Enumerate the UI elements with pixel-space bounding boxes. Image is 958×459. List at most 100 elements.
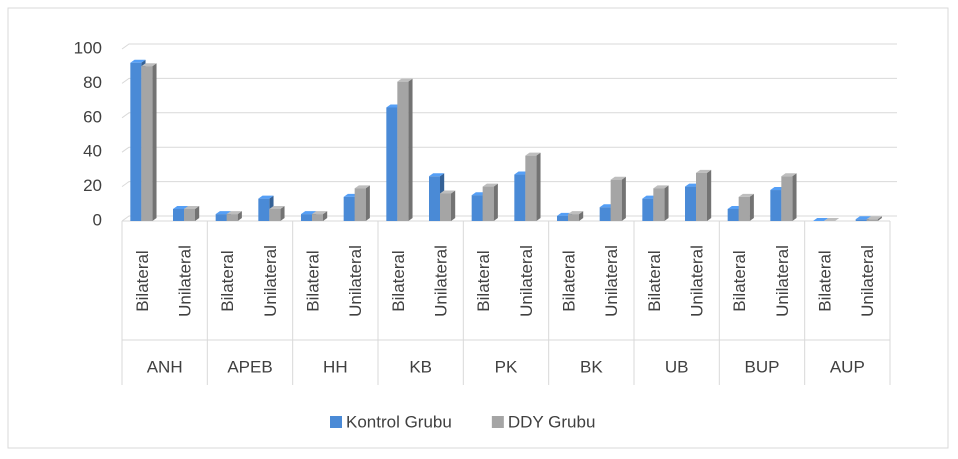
grid-line bbox=[121, 146, 897, 153]
bar-top bbox=[215, 211, 231, 215]
bar-top bbox=[312, 211, 328, 215]
bar bbox=[397, 81, 409, 222]
y-tick-label: 0 bbox=[93, 210, 102, 229]
bar bbox=[855, 219, 867, 221]
bar-top bbox=[429, 173, 445, 177]
bar-top bbox=[866, 216, 882, 220]
x-tick-label: Unilateral bbox=[602, 245, 621, 317]
chart-border bbox=[7, 7, 949, 449]
bar-side bbox=[451, 190, 456, 221]
bar bbox=[258, 198, 270, 221]
bar-top bbox=[141, 63, 157, 67]
bar-top bbox=[653, 185, 669, 189]
bar-side bbox=[792, 173, 797, 221]
bar bbox=[312, 214, 323, 221]
bar-side bbox=[408, 78, 413, 222]
y-tick-label: 60 bbox=[83, 107, 102, 126]
x-tick-label: Unilateral bbox=[431, 245, 450, 317]
bar-top bbox=[130, 59, 146, 63]
x-tick-label: Bilateral bbox=[389, 250, 408, 311]
legend-label: DDY Grubu bbox=[508, 412, 596, 431]
legend-label: Kontrol Grubu bbox=[346, 412, 452, 431]
group-label: APEB bbox=[227, 357, 272, 376]
bar bbox=[696, 172, 707, 221]
bar bbox=[525, 155, 537, 221]
bar-top bbox=[781, 173, 797, 177]
group-label: PK bbox=[495, 357, 518, 376]
bar-side bbox=[365, 185, 370, 221]
bar-top bbox=[568, 211, 584, 215]
legend-swatch bbox=[491, 416, 504, 428]
group-label: KB bbox=[409, 357, 432, 376]
bar bbox=[866, 219, 878, 221]
y-tick-label: 80 bbox=[83, 73, 102, 92]
x-tick-label: Unilateral bbox=[858, 245, 877, 317]
bar bbox=[653, 188, 665, 221]
x-tick-label: Bilateral bbox=[559, 250, 578, 311]
bar bbox=[557, 215, 568, 221]
bar bbox=[599, 207, 611, 221]
bar bbox=[482, 186, 494, 221]
x-tick-label: Bilateral bbox=[303, 250, 322, 311]
bar bbox=[429, 176, 440, 221]
bar-top bbox=[482, 183, 498, 187]
x-tick-label: Bilateral bbox=[815, 250, 834, 311]
bar-top bbox=[301, 211, 317, 215]
grid-line bbox=[121, 112, 897, 119]
bar bbox=[610, 179, 622, 221]
bar bbox=[226, 214, 238, 221]
x-tick-label: Unilateral bbox=[517, 245, 536, 317]
bar-top bbox=[440, 190, 456, 194]
group-label: UB bbox=[665, 357, 689, 376]
x-tick-label: Unilateral bbox=[261, 245, 280, 317]
bar bbox=[568, 214, 579, 221]
grid-line bbox=[121, 181, 897, 188]
bar-top bbox=[824, 218, 840, 221]
bar bbox=[354, 188, 366, 221]
legend-swatch bbox=[330, 416, 342, 428]
bar bbox=[141, 66, 153, 221]
group-label: ANH bbox=[147, 357, 183, 376]
bar-top bbox=[354, 185, 370, 189]
bar bbox=[770, 190, 782, 221]
bar-top bbox=[738, 193, 754, 197]
bar bbox=[440, 193, 451, 221]
bar-side bbox=[280, 205, 285, 221]
group-label: BK bbox=[580, 357, 603, 376]
bar-top bbox=[184, 205, 200, 209]
bar-top bbox=[525, 152, 541, 156]
bar-side bbox=[237, 211, 242, 221]
x-tick-label: Unilateral bbox=[346, 245, 365, 317]
bar-side bbox=[152, 63, 157, 222]
bar bbox=[184, 208, 195, 221]
x-tick-label: Bilateral bbox=[133, 250, 152, 311]
bar-side bbox=[621, 176, 626, 221]
bar bbox=[173, 208, 184, 221]
group-label: AUP bbox=[830, 357, 865, 376]
bar bbox=[781, 176, 793, 221]
bar-top bbox=[813, 218, 829, 221]
group-label: HH bbox=[323, 357, 348, 376]
bar-side bbox=[323, 211, 328, 221]
bar-top bbox=[610, 176, 626, 180]
y-tick-label: 100 bbox=[74, 38, 102, 57]
y-tick-label: 20 bbox=[83, 176, 102, 195]
bar-side bbox=[707, 169, 712, 221]
x-tick-label: Bilateral bbox=[474, 250, 493, 311]
bar bbox=[343, 196, 355, 221]
bar-top bbox=[397, 78, 413, 82]
bar bbox=[215, 214, 227, 221]
bar-side bbox=[536, 152, 541, 221]
bar-top bbox=[696, 169, 712, 173]
bar-top bbox=[258, 195, 274, 199]
bar bbox=[301, 214, 312, 221]
bar-side bbox=[579, 211, 584, 221]
bar-top bbox=[855, 216, 871, 220]
grid-line bbox=[121, 43, 897, 50]
bar-top bbox=[226, 211, 242, 215]
x-tick-label: Unilateral bbox=[773, 245, 792, 317]
bar bbox=[738, 196, 750, 221]
bar bbox=[642, 198, 654, 221]
bar bbox=[130, 62, 142, 222]
